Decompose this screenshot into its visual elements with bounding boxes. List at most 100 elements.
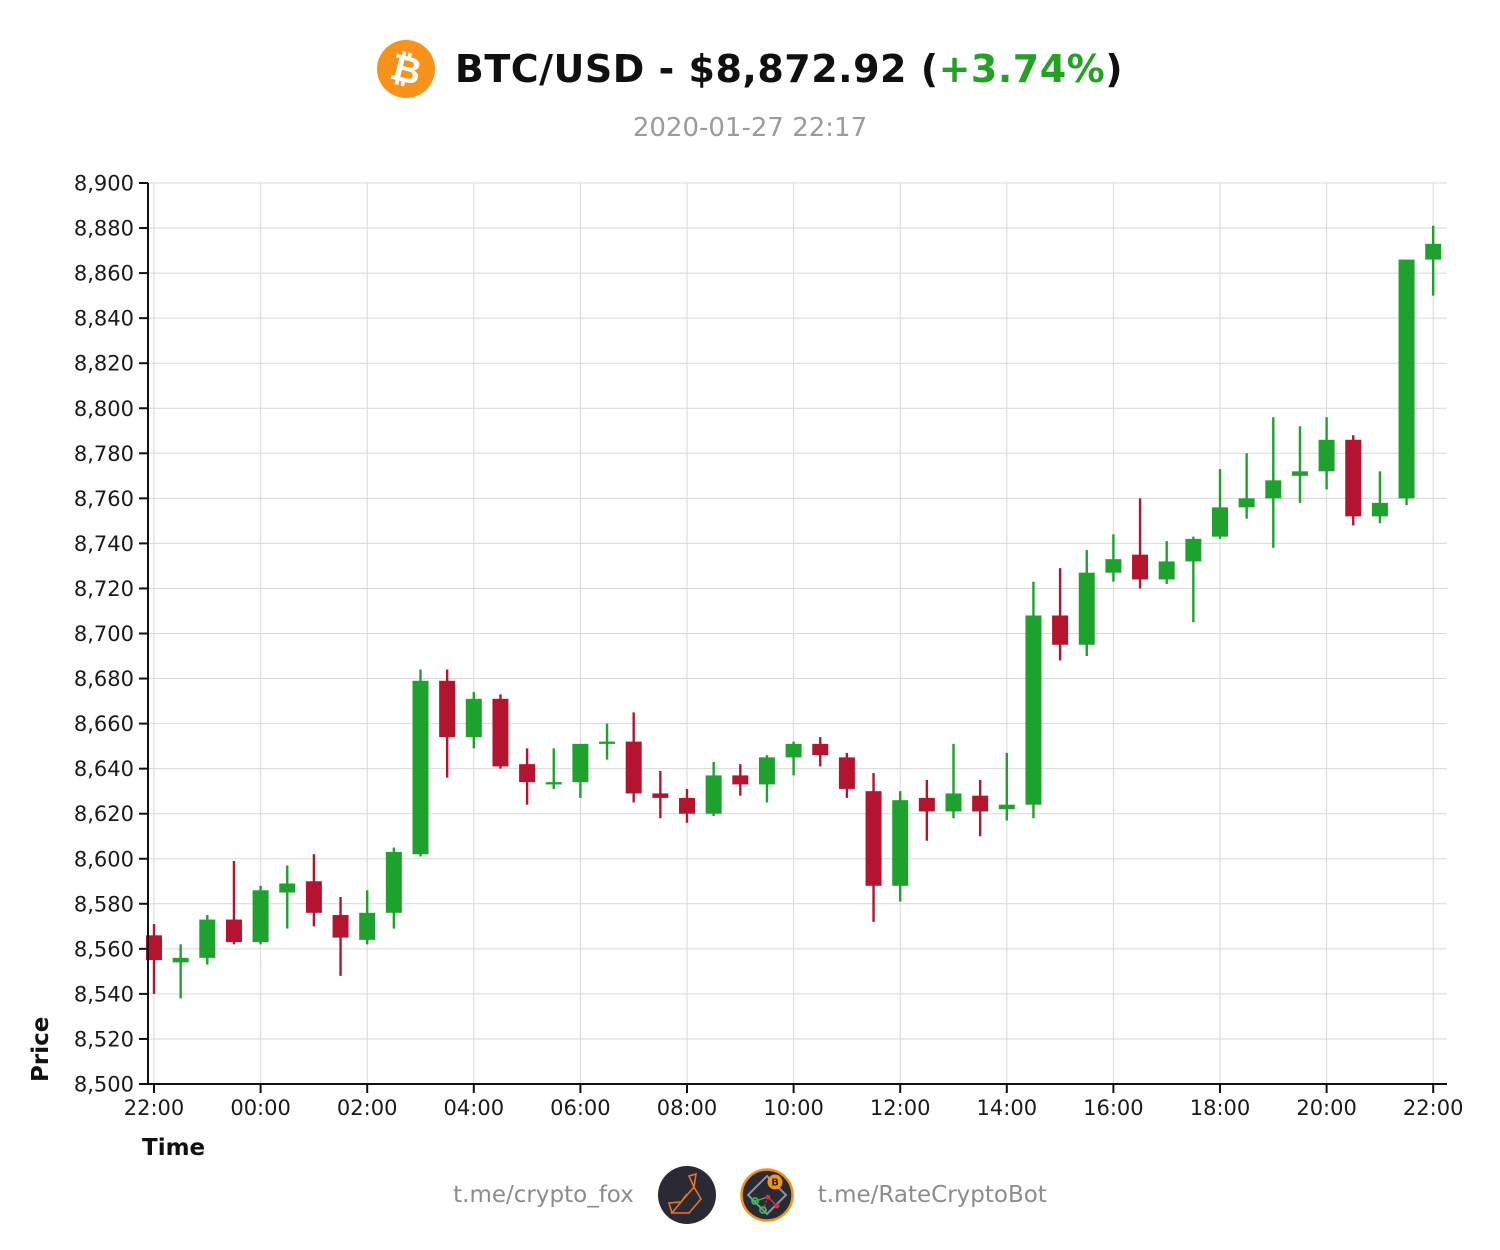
x-axis-tick-label: 08:00 [657,1096,718,1120]
y-axis-tick-label: 8,560 [74,937,134,961]
candle-body [652,793,669,798]
title-change-percent: +3.74% [938,47,1106,91]
candle-body [279,883,296,893]
candle-body [172,957,189,963]
candle-body [1185,538,1202,562]
y-axis-tick-label: 8,820 [74,352,134,376]
footer: t.me/crypto_fox B t.me/RateCryptoBot [0,1166,1500,1224]
candle-body [1025,615,1042,805]
y-axis-tick-label: 8,800 [74,397,134,421]
y-axis-tick-label: 8,640 [74,757,134,781]
y-axis-tick-label: 8,580 [74,892,134,916]
y-axis-tick-label: 8,720 [74,577,134,601]
candle-body [385,851,402,913]
x-axis-tick-label: 00:00 [230,1096,291,1120]
x-axis-tick-label: 12:00 [870,1096,931,1120]
candle-body [1212,507,1228,537]
rate-crypto-bot-link-text: t.me/RateCryptoBot [817,1182,1047,1208]
candle-body [1158,561,1175,580]
crypto-fox-link-text: t.me/crypto_fox [453,1182,634,1208]
y-axis-tick-label: 8,860 [74,262,134,286]
x-axis-tick-label: 14:00 [977,1096,1038,1120]
y-axis-tick-label: 8,520 [74,1027,134,1051]
candle-body [439,680,456,738]
candle-body [1078,572,1095,645]
candle-body [1425,243,1442,260]
x-axis-tick-label: 20:00 [1296,1096,1357,1120]
y-axis-tick-label: 8,500 [74,1073,134,1097]
y-axis-tick-label: 8,700 [74,622,134,646]
y-axis-tick-label: 8,740 [74,532,134,556]
candle-body [945,793,962,812]
candle-body [732,775,749,785]
y-axis-tick-label: 8,680 [74,667,134,691]
y-axis-title: Price [28,1017,54,1082]
candle-body [492,698,509,767]
candle-body [599,741,616,744]
rate-crypto-bot-logo-svg: B [740,1168,794,1222]
candle-body [519,764,536,783]
y-axis-tick-label: 8,760 [74,487,134,511]
bitcoin-icon: ₿ [376,40,435,98]
candle-body [1345,439,1362,517]
candle-body [305,881,322,913]
title-close-paren: ) [1105,47,1124,91]
candle-body [812,743,829,756]
crypto-fox-icon [657,1166,716,1224]
candle-body [1371,502,1388,517]
candle-body [465,698,482,738]
rate-crypto-bot-icon: B [740,1168,794,1222]
candle-body [1238,498,1255,508]
fox-logo-svg [657,1166,716,1224]
x-axis-tick-label: 18:00 [1190,1096,1251,1120]
x-axis-tick-label: 04:00 [444,1096,505,1120]
x-axis-tick-label: 22:00 [1403,1096,1464,1120]
y-axis-tick-label: 8,840 [74,307,134,331]
candle-body [625,741,642,794]
x-axis-tick-label: 02:00 [337,1096,398,1120]
x-axis-tick-label: 06:00 [550,1096,611,1120]
x-axis-title: Time [142,1135,205,1161]
candle-body [1265,480,1282,499]
y-axis-tick-label: 8,880 [74,217,134,241]
chart-timestamp: 2020-01-27 22:17 [632,113,868,143]
candle-body [972,795,989,812]
candle-body [679,797,695,814]
y-axis-tick-label: 8,900 [74,172,134,196]
title-pair-and-price: BTC/USD - $8,872.92 ( [454,47,939,91]
x-axis-tick-label: 16:00 [1083,1096,1144,1120]
candle-body [572,743,589,783]
candle-body [892,800,909,886]
candle-body [1132,554,1149,580]
candle-body [359,912,376,940]
candle-body [199,919,216,958]
chart-header: ₿ BTC/USD - $8,872.92 (+3.74%) 2020-01-2… [0,40,1500,143]
candle-body [412,680,429,855]
x-axis-tick-label: 10:00 [763,1096,824,1120]
candle-body [1052,615,1069,645]
x-axis-tick-label: 22:00 [124,1096,185,1120]
y-axis-tick-label: 8,660 [74,712,134,736]
title-row: ₿ BTC/USD - $8,872.92 (+3.74%) [0,40,1500,98]
y-axis-tick-label: 8,540 [74,982,134,1006]
candle-body [838,757,855,789]
candle-body [225,919,242,943]
candle-body [332,915,349,938]
candle-body [998,804,1015,810]
y-axis-tick-label: 8,780 [74,442,134,466]
candle-body [1398,259,1415,499]
svg-text:B: B [771,1178,779,1189]
candle-body [758,757,775,785]
candle-body [1105,559,1122,573]
candle-body [785,743,802,758]
candle-body [865,791,882,886]
candle-body [545,782,562,785]
candle-body [918,797,935,812]
candle-body [1318,439,1335,472]
candle-body [252,890,269,943]
y-axis-tick-label: 8,620 [74,802,134,826]
candle-body [146,935,162,961]
y-axis-tick-label: 8,600 [74,847,134,871]
